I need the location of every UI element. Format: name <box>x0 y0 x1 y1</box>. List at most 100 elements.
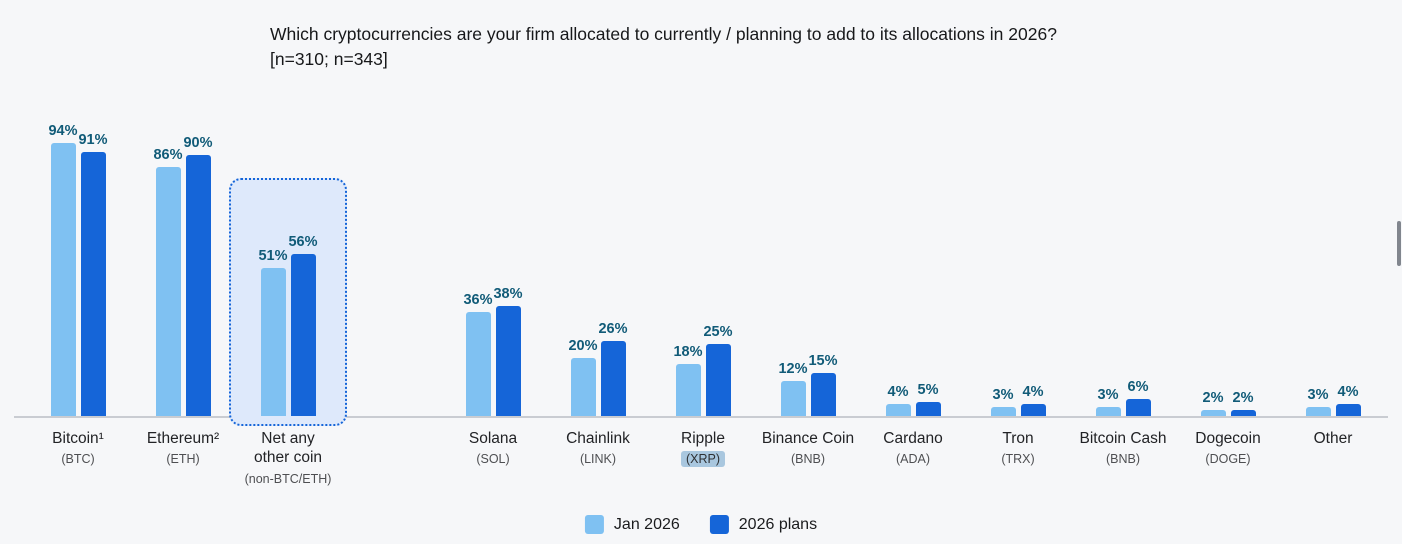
bar-planned: 91% <box>78 132 108 416</box>
category-name: Bitcoin Cash <box>1079 430 1167 447</box>
category-label: Binance Coin (BNB) <box>733 429 883 466</box>
bar-current: 20% <box>568 338 598 416</box>
category-ticker: (BTC) <box>61 452 95 467</box>
chart-title-sample-size: [n=310; n=343] <box>270 49 388 70</box>
category-label: Tron (TRX) <box>943 429 1093 466</box>
category-name: Chainlink <box>566 430 630 447</box>
bar-group-12: 3% 4% Other <box>1283 384 1383 447</box>
bar-pair: 51% 56% <box>258 234 318 416</box>
bar-pair: 12% 15% <box>778 353 838 416</box>
bar-value-label: 3% <box>1307 387 1329 404</box>
bar-planned: 56% <box>288 234 318 416</box>
bar-pair: 94% 91% <box>48 123 108 416</box>
bar-planned: 26% <box>598 321 628 416</box>
category-label: Dogecoin (DOGE) <box>1153 429 1303 466</box>
category-label: Ethereum² (ETH) <box>108 429 258 466</box>
category-ticker: (ETH) <box>166 452 200 467</box>
bar-current: 18% <box>673 344 703 416</box>
category-ticker: (non-BTC/ETH) <box>244 471 332 486</box>
category-ticker: (BNB) <box>790 452 826 467</box>
bar-group-10: 3% 6% Bitcoin Cash (BNB) <box>1073 379 1173 467</box>
bar-current: 12% <box>778 361 808 416</box>
bar-group-1: 94% 91% Bitcoin¹ (BTC) <box>28 123 128 466</box>
chart-title: Which cryptocurrencies are your firm all… <box>270 22 1230 73</box>
bar-group-4: 36% 38% Solana (SOL) <box>443 286 543 467</box>
category-name: Dogecoin <box>1195 430 1261 447</box>
bar-value-label: 15% <box>808 352 838 369</box>
category-name: Cardano <box>883 430 943 447</box>
bar-group-6: 18% 25% Ripple (XRP) <box>653 324 753 468</box>
bar-current: 36% <box>463 292 493 416</box>
category-label: Chainlink (LINK) <box>523 429 673 466</box>
bar-pair: 18% 25% <box>673 324 733 416</box>
bar-value-label: 12% <box>778 361 808 378</box>
bar-value-label: 2% <box>1202 390 1224 407</box>
chart-legend: Jan 2026 2026 plans <box>584 515 818 534</box>
bar-pair: 20% 26% <box>568 321 628 416</box>
bar-pair: 3% 6% <box>1095 379 1151 416</box>
bar-pair: 4% 5% <box>885 382 941 416</box>
category-label: Bitcoin Cash (BNB) <box>1048 429 1198 466</box>
ticker-highlight: (XRP) <box>680 451 726 468</box>
bar-group-2: 86% 90% Ethereum² (ETH) <box>133 135 233 466</box>
category-ticker: (XRP) <box>628 451 778 468</box>
bar-planned: 90% <box>183 135 213 416</box>
bar-group-11: 2% 2% Dogecoin (DOGE) <box>1178 390 1278 466</box>
bar-group-8: 4% 5% Cardano (ADA) <box>863 382 963 467</box>
bar-pair: 3% 4% <box>990 384 1046 416</box>
bar-planned: 4% <box>1020 384 1046 416</box>
bar-value-label: 4% <box>1022 384 1044 401</box>
bar-value-label: 91% <box>78 132 108 149</box>
category-label: Cardano (ADA) <box>838 429 988 466</box>
category-name: Ripple <box>681 430 725 447</box>
bar-value-label: 3% <box>1097 387 1119 404</box>
bar-value-label: 36% <box>463 291 493 308</box>
bar-value-label: 4% <box>887 384 909 401</box>
category-ticker: (ADA) <box>895 452 931 467</box>
legend-label: Jan 2026 <box>613 515 680 533</box>
category-name: Solana <box>468 430 518 447</box>
bar-current: 3% <box>1095 387 1121 416</box>
legend-item-1: Jan 2026 <box>584 515 680 534</box>
category-ticker: (BNB) <box>1105 452 1141 467</box>
bar-current: 94% <box>48 123 78 416</box>
bar-planned: 15% <box>808 353 838 416</box>
bar-planned: 25% <box>703 324 733 416</box>
legend-label: 2026 plans <box>738 515 818 533</box>
bar-value-label: 25% <box>703 323 733 340</box>
bar-planned: 2% <box>1230 390 1256 416</box>
bar-value-label: 2% <box>1232 390 1254 407</box>
category-ticker: (LINK) <box>579 452 617 467</box>
bar-value-label: 38% <box>493 285 523 302</box>
category-label: Net any other coin (non-BTC/ETH) <box>213 429 363 486</box>
bar-pair: 86% 90% <box>153 135 213 416</box>
category-ticker: (TRX) <box>1001 452 1035 467</box>
bar-value-label: 51% <box>258 248 288 265</box>
bar-value-label: 90% <box>183 135 213 151</box>
bar-current: 51% <box>258 248 288 416</box>
category-name: Binance Coin <box>761 430 855 447</box>
bar-value-label: 26% <box>598 320 628 337</box>
bar-current: 86% <box>153 147 183 416</box>
bar-value-label: 56% <box>288 233 318 250</box>
category-label: Bitcoin¹ (BTC) <box>3 429 153 466</box>
scrollbar-thumb[interactable] <box>1397 221 1401 266</box>
category-name: Other <box>1313 430 1353 447</box>
legend-swatch <box>709 515 729 534</box>
bar-current: 2% <box>1200 390 1226 416</box>
plot-area: 94% 91% Bitcoin¹ (BTC) 86% 90% Ethereum² (ETH) 5… <box>14 0 1388 486</box>
bar-value-label: 86% <box>153 146 183 163</box>
bar-planned: 6% <box>1125 379 1151 416</box>
bar-group-3: 51% 56% Net any other coin (non-BTC/ETH) <box>229 177 347 486</box>
chart-title-question: Which cryptocurrencies are your firm all… <box>270 24 1057 44</box>
category-name: Ethereum² <box>146 430 220 447</box>
bar-current: 3% <box>990 387 1016 416</box>
category-label: Ripple (XRP) <box>628 429 778 468</box>
bar-value-label: 5% <box>917 381 939 398</box>
bar-value-label: 20% <box>568 338 598 354</box>
bar-current: 3% <box>1305 387 1331 416</box>
bar-pair: 2% 2% <box>1200 390 1256 416</box>
bar-current: 4% <box>885 384 911 416</box>
bar-value-label: 94% <box>48 123 78 140</box>
bar-value-label: 6% <box>1127 378 1149 395</box>
